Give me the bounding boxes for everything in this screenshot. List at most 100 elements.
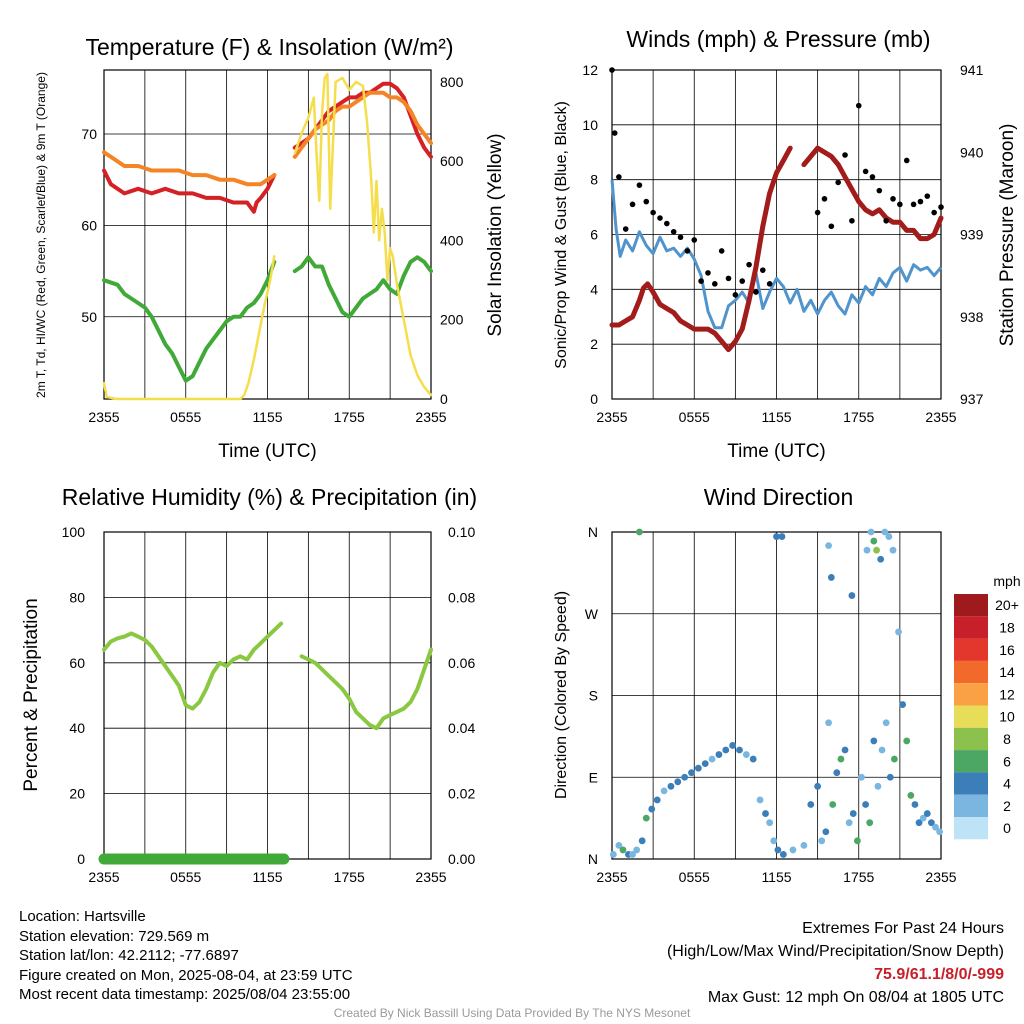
gust-point	[698, 278, 704, 284]
direction-point	[800, 841, 808, 849]
x-tick-label: 0555	[170, 869, 201, 885]
colorbar-label: 4	[1003, 776, 1011, 792]
direction-point	[923, 810, 931, 817]
colorbar-label: 10	[999, 709, 1015, 725]
y-axis-label: Percent & Precipitation	[21, 598, 42, 791]
direction-point	[749, 755, 757, 763]
chart-title: Wind Direction	[704, 484, 854, 510]
gust-point	[842, 152, 848, 158]
direction-point	[729, 742, 737, 749]
direction-point	[845, 819, 853, 827]
y-tick-label: 60	[81, 217, 97, 233]
direction-point	[899, 701, 907, 708]
station-info: Location: Hartsville Station elevation: …	[19, 907, 353, 1005]
x-tick-label: 2355	[88, 409, 119, 425]
x-tick-label: 1155	[761, 409, 791, 425]
gust-point	[650, 209, 656, 216]
gust-point	[910, 201, 917, 208]
gust-point	[705, 270, 711, 276]
direction-point	[715, 751, 723, 758]
gust-point	[883, 217, 889, 224]
direction-point	[736, 746, 743, 754]
y-tick-label: 0	[77, 851, 85, 867]
direction-point	[762, 810, 769, 817]
series-line	[102, 72, 433, 401]
gust-point	[677, 234, 684, 241]
x-tick-label: 1155	[252, 869, 282, 885]
plot-frame	[611, 531, 942, 860]
gust-point	[725, 275, 732, 282]
direction-point	[653, 796, 661, 804]
direction-point	[932, 823, 939, 831]
direction-point	[874, 782, 882, 790]
direction-point	[885, 533, 893, 540]
y-tick-label: 10	[582, 117, 598, 133]
x-tick-label: 0555	[679, 409, 710, 425]
y-tick-label: S	[589, 688, 598, 704]
y-tick-label: 20	[69, 786, 85, 802]
gust-point	[616, 174, 622, 180]
colorbar-label: 6	[1003, 753, 1011, 769]
gust-point	[814, 209, 821, 216]
colorbar-swatch	[954, 772, 988, 795]
y2-tick-label: 400	[440, 232, 464, 248]
gust-point	[718, 248, 725, 254]
direction-point	[881, 528, 889, 536]
direction-point	[708, 755, 716, 763]
y2-tick-label: 937	[960, 391, 984, 407]
panel-4	[611, 531, 942, 860]
x-axis-label: Time (UTC)	[218, 441, 317, 462]
series-line	[102, 621, 433, 731]
x-tick-label: 1755	[334, 409, 365, 425]
direction-point	[825, 542, 832, 550]
y2-tick-label: 938	[960, 309, 984, 325]
direction-point	[766, 819, 774, 827]
series-line	[102, 255, 433, 383]
colorbar-label: 0	[1003, 820, 1011, 836]
y-tick-label: 8	[590, 172, 598, 188]
figure-created: Figure created on Mon, 2025-08-04, at 23…	[19, 966, 353, 984]
y2-axis-label: Solar Insolation (Yellow)	[485, 133, 506, 336]
panel-1	[103, 69, 432, 400]
gust-point	[876, 187, 883, 194]
x-tick-label: 2355	[415, 409, 446, 425]
gust-point	[753, 289, 759, 295]
direction-point	[818, 837, 826, 845]
direction-point	[853, 837, 861, 845]
direction-point	[633, 846, 641, 854]
direction-point	[889, 546, 897, 554]
direction-point	[911, 801, 919, 808]
credit-line: Created By Nick Bassill Using Data Provi…	[333, 1006, 691, 1020]
chart-title: Winds (mph) & Pressure (mb)	[626, 26, 930, 52]
gust-point	[657, 215, 663, 221]
direction-point	[667, 782, 675, 790]
extremes-title: Extremes For Past 24 Hours	[802, 920, 1004, 937]
direction-point	[936, 828, 944, 836]
direction-point	[674, 778, 682, 786]
direction-point	[878, 746, 886, 754]
gust-point	[739, 278, 746, 284]
direction-point	[619, 846, 627, 854]
y-tick-label: 70	[81, 126, 97, 142]
colorbar-swatch	[954, 727, 988, 751]
y-tick-label: 0	[590, 391, 598, 407]
colorbar-swatch	[954, 817, 988, 840]
direction-point	[870, 537, 878, 545]
gust-point	[766, 281, 773, 287]
series-line	[102, 90, 433, 187]
direction-point	[928, 819, 935, 827]
direction-point	[866, 819, 874, 827]
gust-point	[828, 223, 835, 230]
y-tick-label: 40	[69, 720, 85, 736]
gust-point	[670, 228, 677, 235]
direction-point	[870, 737, 878, 745]
y2-tick-label: 600	[440, 153, 464, 169]
gust-point	[691, 237, 698, 243]
max-gust: Max Gust: 12 mph On 08/04 at 1805 UTC	[707, 989, 1004, 1006]
y-axis-label: Sonic/Prop Wind & Gust (Blue, Black)	[553, 101, 570, 369]
gust-point	[855, 102, 862, 109]
x-tick-label: 1755	[334, 869, 365, 885]
gust-point	[903, 157, 910, 164]
direction-point	[848, 592, 856, 599]
direction-point	[615, 841, 623, 849]
